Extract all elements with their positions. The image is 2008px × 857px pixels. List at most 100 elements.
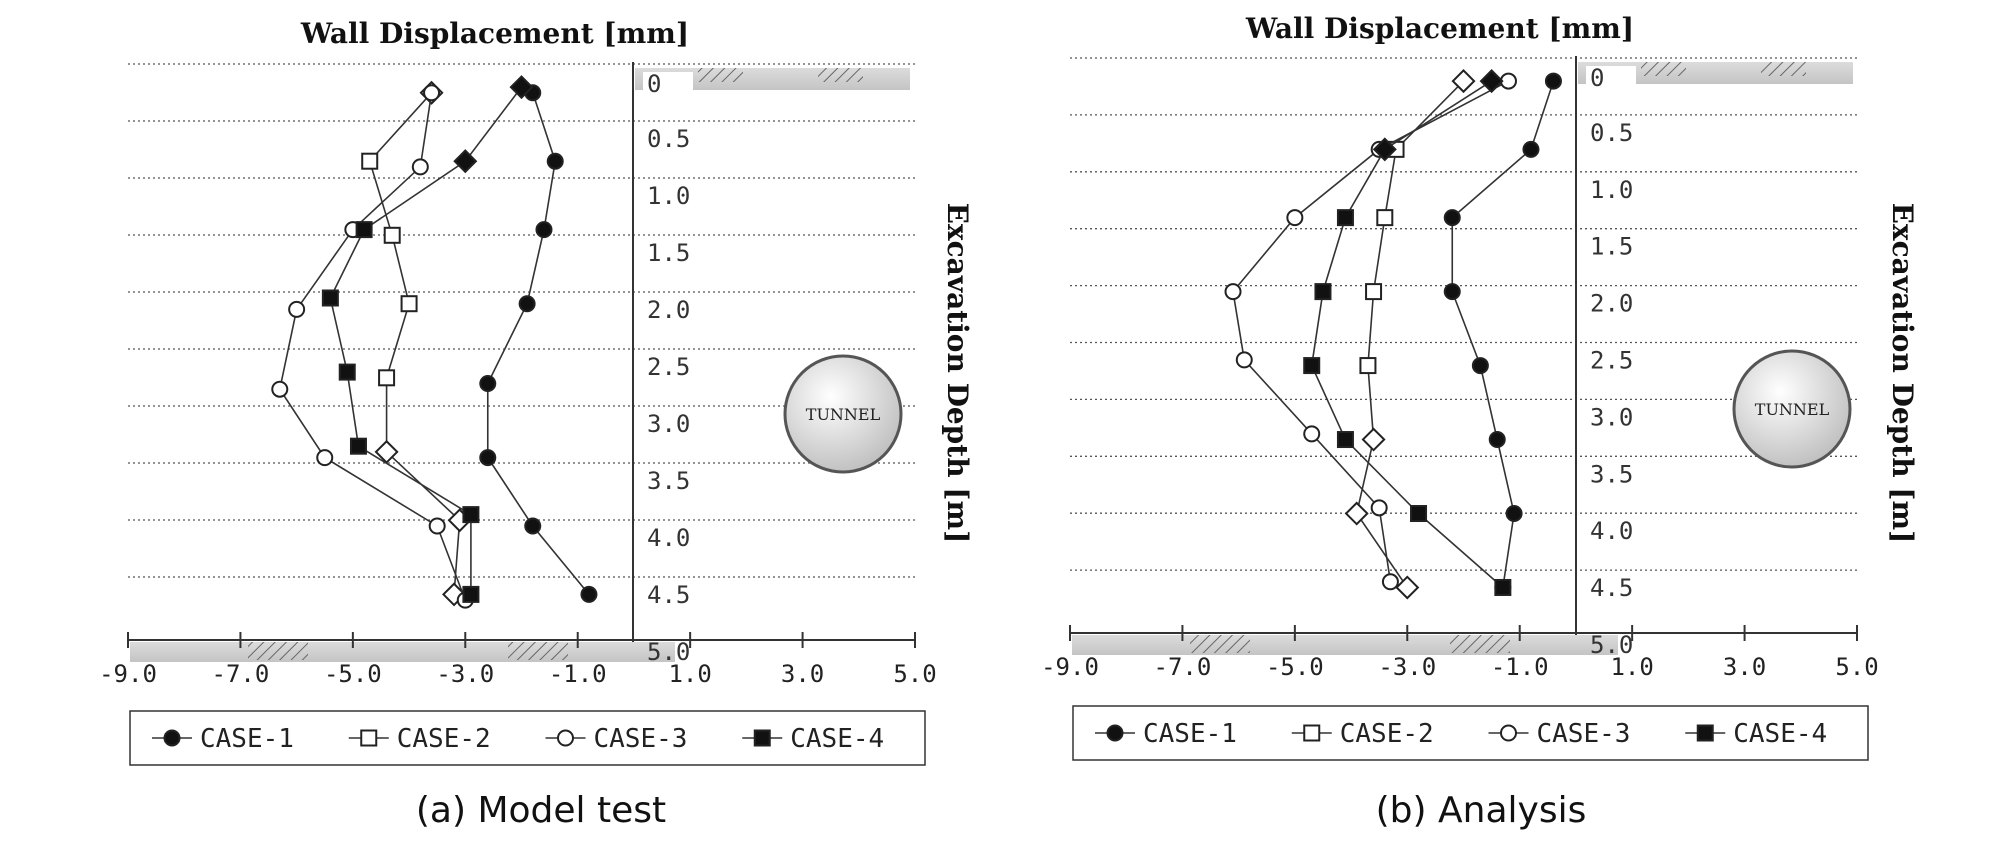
ground-hatch: [1190, 635, 1250, 653]
y-tick-label: 3.0: [1590, 403, 1633, 431]
legend-label: CASE-2: [1340, 719, 1434, 749]
series-case-3: [271, 84, 474, 609]
x-axis: -9.0 -7.0 -5.0 -3.0 -1.0 1.0 3.0 5.0: [99, 62, 937, 688]
data-point: [400, 295, 418, 313]
y-axis-ticks: 0 0.5 1.0 1.5 2.0 2.5 3.0 3.5 4.0 4.5 5.0: [647, 70, 690, 666]
y-tick-label: 0: [1590, 64, 1604, 92]
legend-box: [129, 710, 926, 766]
data-point: [1336, 209, 1354, 227]
x-tick-label: -1.0: [1491, 653, 1549, 681]
data-point: [1286, 209, 1304, 227]
y-tick-label: 1.5: [1590, 233, 1633, 261]
series-case-2: [361, 80, 472, 607]
data-point: [321, 289, 339, 307]
ground-hatch: [248, 642, 308, 660]
data-point: [1359, 357, 1377, 375]
legend-label: CASE-3: [1537, 719, 1631, 749]
tunnel-annotation: TUNNEL: [1732, 349, 1852, 469]
y-tick-label: 1.0: [1590, 176, 1633, 204]
y-axis-ticks: 0 0.5 1.0 1.5 2.0 2.5 3.0 3.5 4.0 4.5 5.0: [1590, 64, 1633, 659]
legend-marker: [1500, 724, 1517, 742]
data-point: [271, 380, 289, 398]
y-tick-label: 3.5: [1590, 460, 1633, 488]
data-point: [1224, 283, 1242, 301]
ground-hatch: [508, 642, 568, 660]
series-line: [1451, 80, 1555, 588]
data-point: [479, 449, 497, 467]
caption: (a) Model test: [416, 790, 666, 831]
x-tick-label: 5.0: [1835, 653, 1878, 681]
ground-hatch: [818, 68, 863, 82]
series-case-1: [479, 84, 598, 603]
y-tick-label: 4.5: [1590, 574, 1633, 602]
data-point: [518, 295, 536, 313]
legend-label: CASE-1: [1143, 719, 1237, 749]
x-axis: -9.0 -7.0 -5.0 -3.0 -1.0 1.0 3.0 5.0: [1041, 56, 1879, 681]
legend-label: CASE-4: [1733, 719, 1827, 749]
data-point: [1544, 72, 1562, 90]
grid-lines: [1070, 57, 1857, 571]
data-point: [1395, 575, 1420, 600]
y-axis-label: Excavation Depth [m]: [1886, 203, 1919, 544]
data-point: [1494, 578, 1512, 596]
chart-panel-analysis: Wall Displacement [mm] -9.0 -7.0 -5.0 -3.0-…: [1041, 12, 1919, 831]
y-tick-label: 3.5: [647, 467, 690, 495]
data-point: [378, 369, 396, 387]
data-point: [453, 149, 478, 174]
data-point: [1505, 505, 1523, 523]
legend: CASE-1 CASE-2 CASE-3 CASE-4: [1072, 705, 1869, 761]
data-point: [411, 158, 429, 176]
data-point: [1471, 357, 1489, 375]
data-point: [462, 585, 480, 603]
data-point: [479, 375, 497, 392]
series-group: [1224, 69, 1562, 600]
data-point: [1443, 283, 1461, 301]
data-point: [509, 75, 534, 100]
y-tick-label: 0.5: [647, 125, 690, 153]
data-point: [1344, 501, 1369, 526]
legend-box: [1072, 705, 1869, 761]
y-tick-label: 2.0: [647, 296, 690, 324]
y-tick-label: 1.0: [647, 182, 690, 210]
series-group: [271, 75, 598, 609]
ground-hatch: [698, 68, 743, 82]
x-tick-label: -5.0: [1266, 653, 1324, 681]
chart-title: Wall Displacement [mm]: [300, 17, 689, 50]
tunnel-circle: [783, 354, 903, 474]
legend-label: CASE-2: [397, 724, 491, 754]
data-point: [580, 585, 598, 603]
data-point: [1372, 137, 1397, 162]
y-tick-label: 3.0: [647, 410, 690, 438]
data-point: [361, 152, 379, 170]
data-point: [338, 363, 356, 381]
y-tick-label: 2.5: [1590, 347, 1633, 375]
x-tick-label: -5.0: [324, 660, 382, 688]
legend-marker: [163, 729, 181, 747]
x-tick-label: -9.0: [1041, 653, 1099, 681]
tunnel-annotation: TUNNEL: [783, 354, 903, 474]
data-point: [349, 437, 367, 455]
x-tick-label: -7.0: [212, 660, 270, 688]
ground-hatch: [1761, 62, 1806, 76]
data-point: [428, 517, 446, 535]
series-line: [1355, 80, 1465, 588]
tunnel-circle: [1732, 349, 1852, 469]
y-tick-label: 4.5: [647, 581, 690, 609]
data-point: [1488, 431, 1506, 449]
y-tick-label: 1.5: [647, 239, 690, 267]
x-tick-label: -9.0: [99, 660, 157, 688]
series-case-4: [321, 75, 534, 603]
y-tick-label: 2.0: [1590, 290, 1633, 318]
x-tick-label: -3.0: [436, 660, 494, 688]
data-point: [383, 226, 401, 244]
series-line: [1232, 80, 1509, 582]
legend: CASE-1 CASE-2 CASE-3 CASE-4: [129, 710, 926, 766]
y-tick-label: 0: [647, 70, 661, 98]
series-line: [368, 92, 461, 595]
data-point: [535, 221, 553, 239]
y-tick-label: 4.0: [647, 524, 690, 552]
chart-panel-model-test: Wall Displacement [mm] -9.0 -7.0 -5.0 -3.0-…: [99, 17, 974, 831]
series-case-4: [1303, 69, 1512, 596]
y-tick-label: 2.5: [647, 353, 690, 381]
